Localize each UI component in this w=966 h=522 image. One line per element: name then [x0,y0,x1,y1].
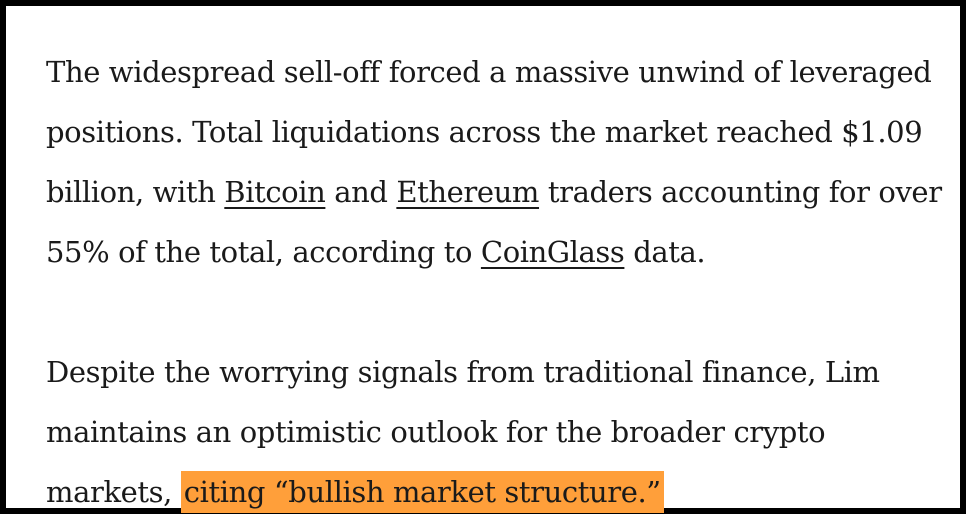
ethereum-link[interactable]: Ethereum [396,175,540,209]
bitcoin-link[interactable]: Bitcoin [224,175,326,209]
article-body: The widespread sell-off forced a massive… [46,42,956,522]
paragraph-liquidations: The widespread sell-off forced a massive… [46,42,956,282]
paragraph-text: traders accounting for over 55% of the t… [46,175,942,269]
paragraph-text: data. [624,235,706,269]
highlighted-quote: citing “bullish market structure.” [180,471,664,513]
paragraph-text: The widespread sell-off forced a massive… [46,55,932,209]
paragraph-text: and [325,175,397,209]
paragraph-text: Despite the worrying signals from tradit… [46,355,880,509]
paragraph-outlook: Despite the worrying signals from tradit… [46,342,956,522]
coinglass-link[interactable]: CoinGlass [480,235,625,269]
